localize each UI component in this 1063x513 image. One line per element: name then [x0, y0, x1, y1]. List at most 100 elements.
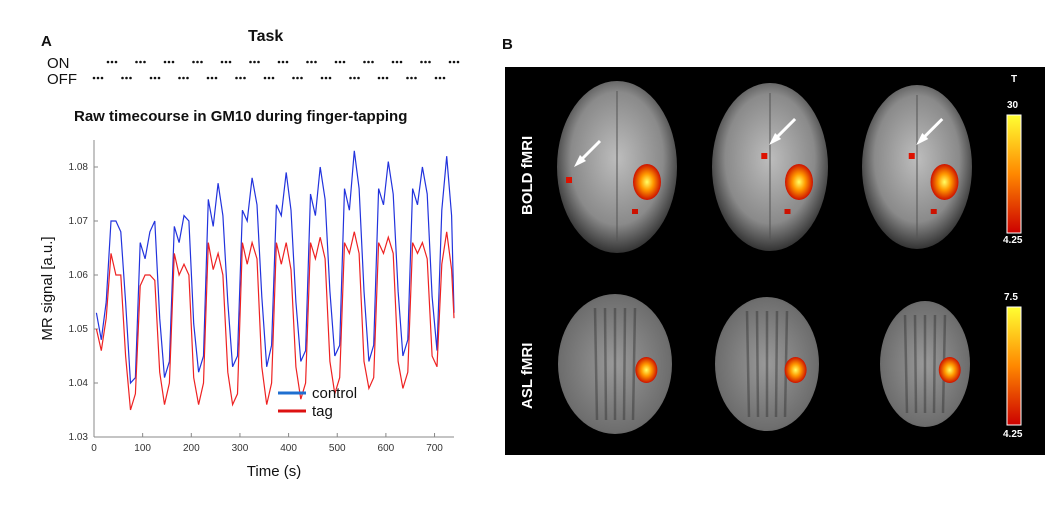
task-on-dot — [363, 60, 366, 64]
task-off-dot — [324, 76, 328, 80]
task-off-dot — [121, 76, 124, 80]
series-line-control — [95, 150, 455, 385]
task-off-dot — [410, 76, 413, 80]
task-on-dot — [420, 60, 423, 64]
task-off-dot — [129, 76, 132, 80]
task-on-dot — [167, 60, 171, 64]
task-on-dot — [228, 60, 232, 64]
task-on-dot — [277, 60, 281, 64]
task-timeline — [92, 60, 460, 80]
task-on-dot — [285, 60, 289, 64]
task-off-label: OFF — [47, 71, 77, 88]
task-on-dot — [106, 60, 110, 64]
task-on-dot — [139, 60, 142, 64]
task-off-dot — [157, 76, 161, 80]
small-activation — [761, 153, 768, 159]
task-on-dot — [249, 60, 252, 64]
task-on-dot — [192, 60, 195, 64]
task-on-dot — [399, 60, 403, 64]
y-tick-label: 1.08 — [69, 162, 89, 173]
x-tick-label: 300 — [232, 443, 249, 454]
brain-slices — [557, 81, 1022, 434]
y-tick-label: 1.05 — [69, 324, 89, 335]
activation-blob — [784, 357, 807, 383]
task-off-dot — [357, 76, 360, 80]
fmri-activation-maps: BOLD fMRI ASL fMRI T 30 4.25 7.5 4.25 — [505, 67, 1045, 455]
task-off-dot — [300, 76, 303, 80]
x-tick-label: 500 — [329, 443, 346, 454]
y-tick-label: 1.03 — [69, 432, 89, 443]
task-off-dot — [263, 76, 267, 80]
task-on-dot — [257, 60, 260, 64]
x-tick-label: 700 — [426, 443, 443, 454]
y-tick-label: 1.04 — [69, 378, 89, 389]
task-on-dot — [224, 60, 228, 64]
task-on-dot — [452, 60, 456, 64]
task-off-dot — [296, 76, 299, 80]
y-tick-label: 1.06 — [69, 270, 89, 281]
colorbar-bold-max: 30 — [1007, 100, 1019, 111]
task-off-dot — [349, 76, 352, 80]
task-on-dot — [171, 60, 175, 64]
task-on-dot — [424, 60, 427, 64]
task-on-dot — [253, 60, 256, 64]
x-tick-label: 0 — [91, 443, 97, 454]
task-on-dot — [281, 60, 285, 64]
x-tick-label: 600 — [378, 443, 395, 454]
colorbar-bold-min: 4.25 — [1003, 235, 1023, 246]
task-off-dot — [92, 76, 96, 80]
task-off-dot — [100, 76, 104, 80]
task-on-dot — [200, 60, 203, 64]
task-on-dot — [143, 60, 146, 64]
task-on-dot — [342, 60, 346, 64]
y-tick-label: 1.07 — [69, 216, 89, 227]
task-off-dot — [125, 76, 128, 80]
activation-blob — [938, 357, 961, 383]
task-off-dot — [243, 76, 246, 80]
task-on-dot — [371, 60, 374, 64]
panel-b-label: B — [502, 36, 513, 53]
task-off-dot — [239, 76, 242, 80]
legend-label-control: control — [312, 385, 357, 402]
task-on-dot — [395, 60, 399, 64]
task-off-dot — [186, 76, 189, 80]
task-off-dot — [235, 76, 238, 80]
series-line-tag — [95, 231, 455, 411]
colorbar-asl — [1006, 306, 1022, 426]
task-off-dot — [214, 76, 218, 80]
task-off-dot — [149, 76, 153, 80]
task-off-dot — [178, 76, 181, 80]
task-off-dot — [381, 76, 385, 80]
colorbar-bold — [1006, 114, 1022, 234]
task-on-dot — [456, 60, 460, 64]
task-on-dot — [367, 60, 370, 64]
legend-label-tag: tag — [312, 403, 333, 420]
asl-brain-slice — [880, 301, 970, 427]
task-off-dot — [96, 76, 100, 80]
task-off-dot — [438, 76, 442, 80]
colorbar-asl-max: 7.5 — [1004, 292, 1018, 303]
task-on-dot — [334, 60, 338, 64]
task-off-dot — [182, 76, 185, 80]
x-tick-label: 200 — [183, 443, 200, 454]
task-on-dot — [428, 60, 431, 64]
colorbar-title: T — [1011, 74, 1018, 85]
task-off-dot — [406, 76, 409, 80]
task-off-dot — [153, 76, 157, 80]
task-on-dot — [310, 60, 313, 64]
panel-a-label: A — [41, 33, 52, 50]
activation-blob — [633, 164, 661, 200]
task-off-dot — [377, 76, 381, 80]
task-off-dot — [292, 76, 295, 80]
activation-blob — [635, 357, 658, 383]
small-activation — [566, 177, 572, 183]
activation-blob — [930, 164, 959, 200]
task-on-dot — [196, 60, 199, 64]
y-axis-label: MR signal [a.u.] — [39, 236, 56, 340]
task-on-dot — [391, 60, 395, 64]
task-off-dot — [267, 76, 271, 80]
task-on-dot — [314, 60, 317, 64]
task-on-dot — [448, 60, 452, 64]
task-off-dot — [271, 76, 275, 80]
task-title: Task — [248, 28, 284, 45]
